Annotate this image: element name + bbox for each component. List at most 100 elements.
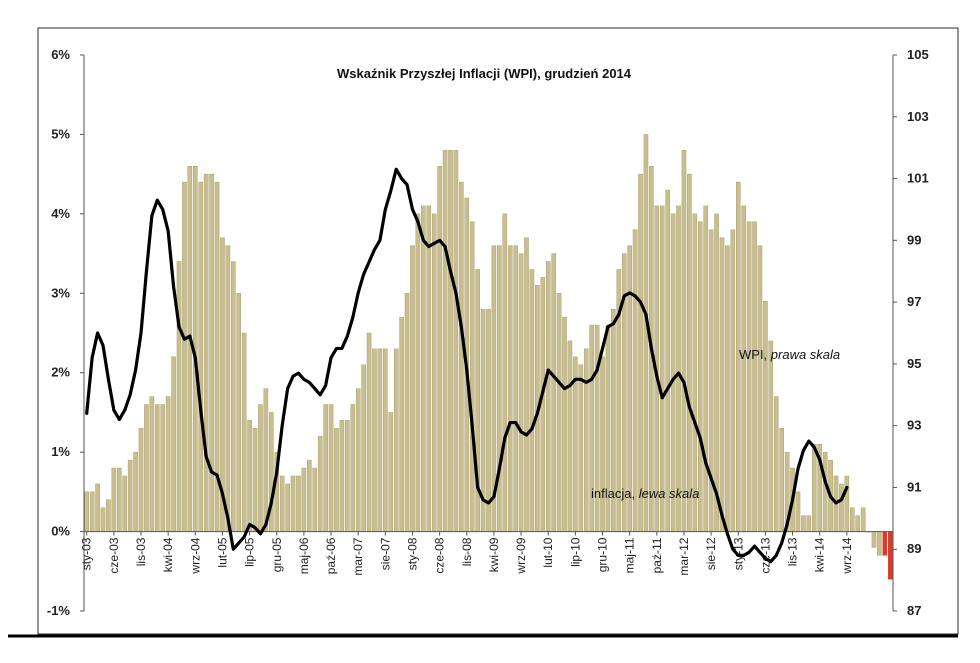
inflation-bar	[399, 316, 404, 532]
right-tick-label: 103	[907, 109, 929, 124]
inflation-bar	[388, 412, 394, 532]
x-tick-label: cze-13	[758, 537, 772, 573]
inflation-bar	[339, 420, 345, 532]
inflation-bar	[502, 213, 508, 532]
inflation-bar	[562, 316, 567, 532]
inflation-bar	[741, 205, 746, 532]
inflation-bar	[252, 428, 258, 532]
x-tick-label: sie-07	[378, 537, 392, 570]
right-tick-label: 89	[907, 541, 921, 556]
inflation-bar	[725, 245, 730, 532]
inflation-bar	[301, 467, 307, 532]
x-tick-label: kwi-04	[161, 537, 175, 572]
x-tick-label: sty-08	[405, 537, 419, 570]
inflation-bar	[540, 277, 546, 532]
x-tick-label: mar-12	[677, 537, 691, 575]
inflation-annotation-name: inflacja,	[591, 486, 639, 501]
inflation-bar	[757, 245, 763, 532]
inflation-bar	[279, 475, 285, 532]
inflation-bar	[469, 221, 475, 532]
inflation-bar	[410, 245, 415, 532]
x-tick-label: gru-05	[270, 537, 284, 572]
right-tick-label: 97	[907, 294, 921, 309]
inflation-bar	[209, 173, 214, 532]
inflation-bar	[600, 356, 605, 532]
inflation-bar	[122, 475, 127, 532]
x-axis: sty-03 cze-03 lis-03 kwi-04 wrz-04 lut-05 lip-…	[80, 531, 854, 576]
inflation-bar	[198, 181, 203, 532]
inflation-bar	[730, 229, 736, 532]
inflation-bar	[638, 173, 643, 532]
inflation-bar	[871, 531, 877, 548]
inflation-bar	[855, 515, 860, 532]
inflation-bar	[746, 221, 752, 532]
inflation-bar	[442, 150, 448, 532]
inflation-bar	[323, 404, 328, 532]
left-tick-label: 5%	[51, 126, 70, 141]
right-tick-label: 95	[907, 356, 921, 371]
inflation-bar	[529, 269, 535, 532]
left-tick-label: -1%	[47, 603, 71, 618]
x-tick-label: paź-06	[324, 537, 338, 574]
left-tick-label: 4%	[51, 206, 70, 221]
inflation-bar	[551, 253, 556, 532]
x-tick-label: sty-03	[80, 537, 94, 570]
right-axis-ticks: 87 89 91 93 95 97 99 101 103 105	[893, 47, 929, 618]
right-tick-label: 105	[907, 47, 929, 62]
inflation-bar	[703, 205, 708, 532]
inflation-bar	[171, 356, 176, 532]
inflation-bar	[839, 483, 844, 532]
inflation-bar	[236, 293, 242, 532]
x-tick-label: lut-05	[215, 537, 229, 567]
x-tick-label: wrz-04	[188, 537, 202, 574]
inflation-bar	[459, 181, 464, 532]
inflation-bar	[486, 308, 491, 532]
x-tick-label: sie-12	[704, 537, 718, 570]
inflation-bar	[366, 332, 372, 532]
inflation-bar	[812, 444, 817, 532]
right-tick-label: 101	[907, 171, 929, 186]
x-tick-label: paź-11	[650, 537, 664, 573]
inflation-bar	[768, 340, 774, 532]
x-tick-label: lis-13	[786, 537, 800, 566]
inflation-bar	[285, 483, 290, 532]
inflation-bar	[437, 165, 442, 532]
chart-title: Wskaźnik Przyszłej Inflacji (WPI), grudz…	[337, 66, 632, 81]
left-tick-label: 3%	[51, 285, 70, 300]
inflation-bar	[231, 261, 236, 532]
wpi-annotation-name: WPI,	[739, 347, 771, 362]
inflation-bar	[160, 404, 165, 532]
x-tick-label: wrz-14	[840, 537, 854, 574]
inflation-bar	[524, 237, 529, 532]
inflation-bar	[877, 531, 882, 556]
inflation-bar	[247, 420, 252, 532]
inflation-bar	[307, 459, 312, 532]
inflation-bar	[545, 261, 551, 532]
inflation-bar	[317, 436, 323, 532]
right-tick-label: 93	[907, 418, 921, 433]
x-tick-label: maj-11	[623, 537, 637, 573]
left-axis-ticks: -1% 0% 1% 2% 3% 4% 5% 6%	[47, 47, 84, 618]
x-tick-label: maj-06	[297, 537, 311, 574]
inflation-bar	[176, 261, 182, 532]
inflation-bar	[415, 213, 421, 532]
inflation-bar	[361, 364, 366, 532]
x-tick-label: kwi-09	[487, 537, 501, 572]
inflation-bar	[556, 293, 562, 532]
inflation-bar	[165, 396, 171, 532]
inflation-bar	[421, 205, 426, 532]
inflation-bar	[149, 396, 155, 532]
x-tick-label: lut-10	[541, 537, 555, 567]
right-tick-label: 87	[907, 603, 921, 618]
inflation-bar	[95, 483, 100, 532]
inflation-bar	[822, 451, 828, 532]
inflation-bar	[182, 181, 187, 532]
wpi-annotation-scale: prawa skala	[770, 347, 840, 362]
x-tick-label: lis-03	[134, 537, 148, 566]
inflation-bar	[393, 348, 399, 532]
inflation-bar	[106, 499, 111, 532]
inflation-bar	[681, 150, 687, 532]
inflation-annotation-scale: lewa skala	[639, 486, 700, 501]
inflation-bar	[426, 205, 432, 532]
inflation-bar	[763, 301, 768, 532]
